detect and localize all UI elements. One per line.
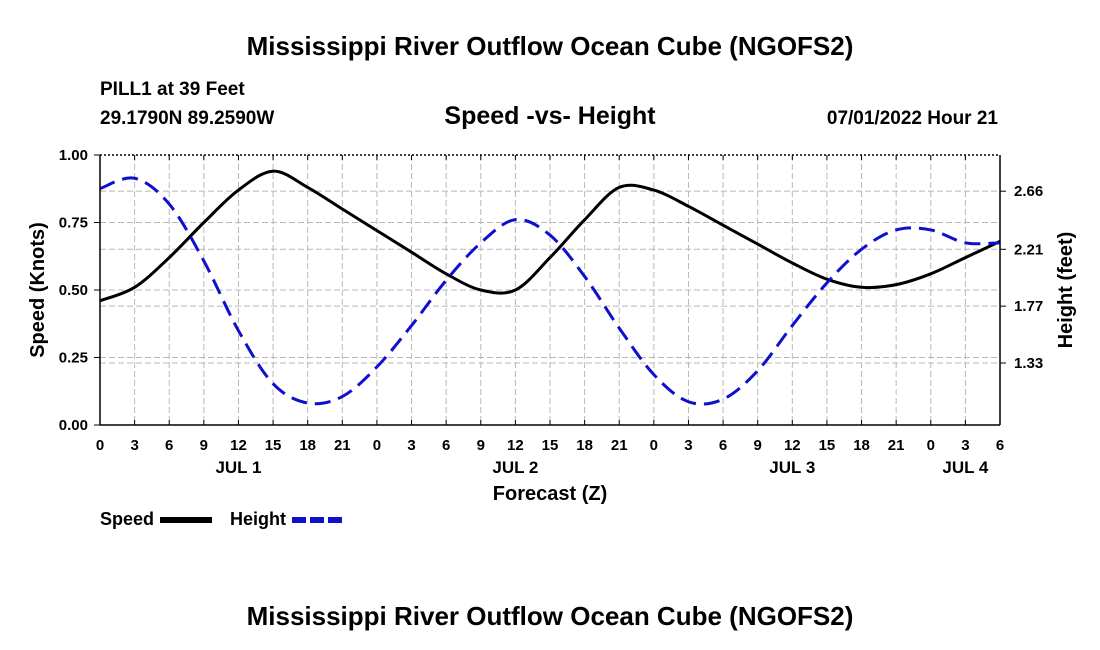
x-tick-label: 15: [265, 437, 282, 454]
y-tick-label: 0.50: [59, 282, 88, 299]
day-label: JUL 1: [215, 458, 261, 477]
legend: Speed Height: [100, 509, 342, 529]
x-tick-label: 18: [299, 437, 316, 454]
x-tick-label: 3: [130, 437, 138, 454]
forecast-datetime: 07/01/2022 Hour 21: [827, 108, 999, 129]
day-label: JUL 2: [492, 458, 538, 477]
day-label: JUL 3: [769, 458, 815, 477]
x-tick-label: 6: [442, 437, 450, 454]
x-tick-label: 6: [996, 437, 1004, 454]
series-lines: [99, 169, 1001, 406]
chart-subtitle: Speed -vs- Height: [444, 102, 656, 130]
x-tick-label: 6: [719, 437, 727, 454]
x-tick-label: 21: [888, 437, 905, 454]
bottom-title: Mississippi River Outflow Ocean Cube (NG…: [247, 601, 854, 631]
x-tick-label: 3: [684, 437, 692, 454]
figure-title: Mississippi River Outflow Ocean Cube (NG…: [247, 31, 854, 61]
x-tick-label: 15: [819, 437, 836, 454]
y2-tick-label: 1.77: [1014, 298, 1043, 315]
station-label: PILL1 at 39 Feet: [100, 79, 245, 100]
x-axis-title: Forecast (Z): [493, 483, 607, 505]
x-tick-label: 0: [373, 437, 381, 454]
y2-tick-label: 2.66: [1014, 183, 1043, 200]
x-tick-label: 21: [334, 437, 351, 454]
y2-axis-title: Height (feet): [1055, 232, 1077, 349]
x-tick-label: 0: [96, 437, 104, 454]
x-tick-label: 18: [853, 437, 870, 454]
series-line-height: [99, 176, 1001, 406]
grid-lines: [100, 155, 1000, 425]
y2-tick-label: 1.33: [1014, 355, 1043, 372]
x-tick-label: 9: [477, 437, 485, 454]
y-axis-ticks: 0.00 0.25 0.50 0.75 1.00: [59, 147, 100, 434]
x-tick-label: 0: [650, 437, 658, 454]
x-tick-label: 15: [542, 437, 559, 454]
x-tick-label: 18: [576, 437, 593, 454]
y2-tick-label: 2.21: [1014, 241, 1043, 258]
x-tick-label: 0: [927, 437, 935, 454]
y-tick-label: 0.75: [59, 215, 88, 232]
x-tick-label: 3: [407, 437, 415, 454]
x-tick-label: 12: [230, 437, 247, 454]
legend-label-speed: Speed: [100, 509, 154, 529]
x-tick-label: 12: [784, 437, 801, 454]
y-axis-title: Speed (Knots): [27, 222, 49, 358]
x-tick-label: 12: [507, 437, 524, 454]
x-tick-label: 9: [200, 437, 208, 454]
x-tick-label: 9: [754, 437, 762, 454]
y-tick-label: 0.25: [59, 350, 88, 367]
y-tick-label: 0.00: [59, 417, 88, 434]
y2-axis-ticks: 1.33 1.77 2.21 2.66: [1000, 183, 1043, 372]
y-tick-label: 1.00: [59, 147, 88, 164]
legend-label-height: Height: [230, 509, 286, 529]
x-tick-label: 21: [611, 437, 628, 454]
station-coordinates: 29.1790N 89.2590W: [100, 108, 274, 129]
x-tick-label: 6: [165, 437, 173, 454]
day-label: JUL 4: [942, 458, 989, 477]
x-axis-ticks: 0 3 6 9 12 15 18 21 0 3 6 9 12 15 18 21 0 3 6 9 12 15 18 21 0 3 6: [96, 155, 1004, 454]
day-labels: JUL 1 JUL 2 JUL 3 JUL 4: [215, 458, 988, 477]
x-tick-label: 3: [961, 437, 969, 454]
series-line-speed: [99, 169, 1001, 303]
